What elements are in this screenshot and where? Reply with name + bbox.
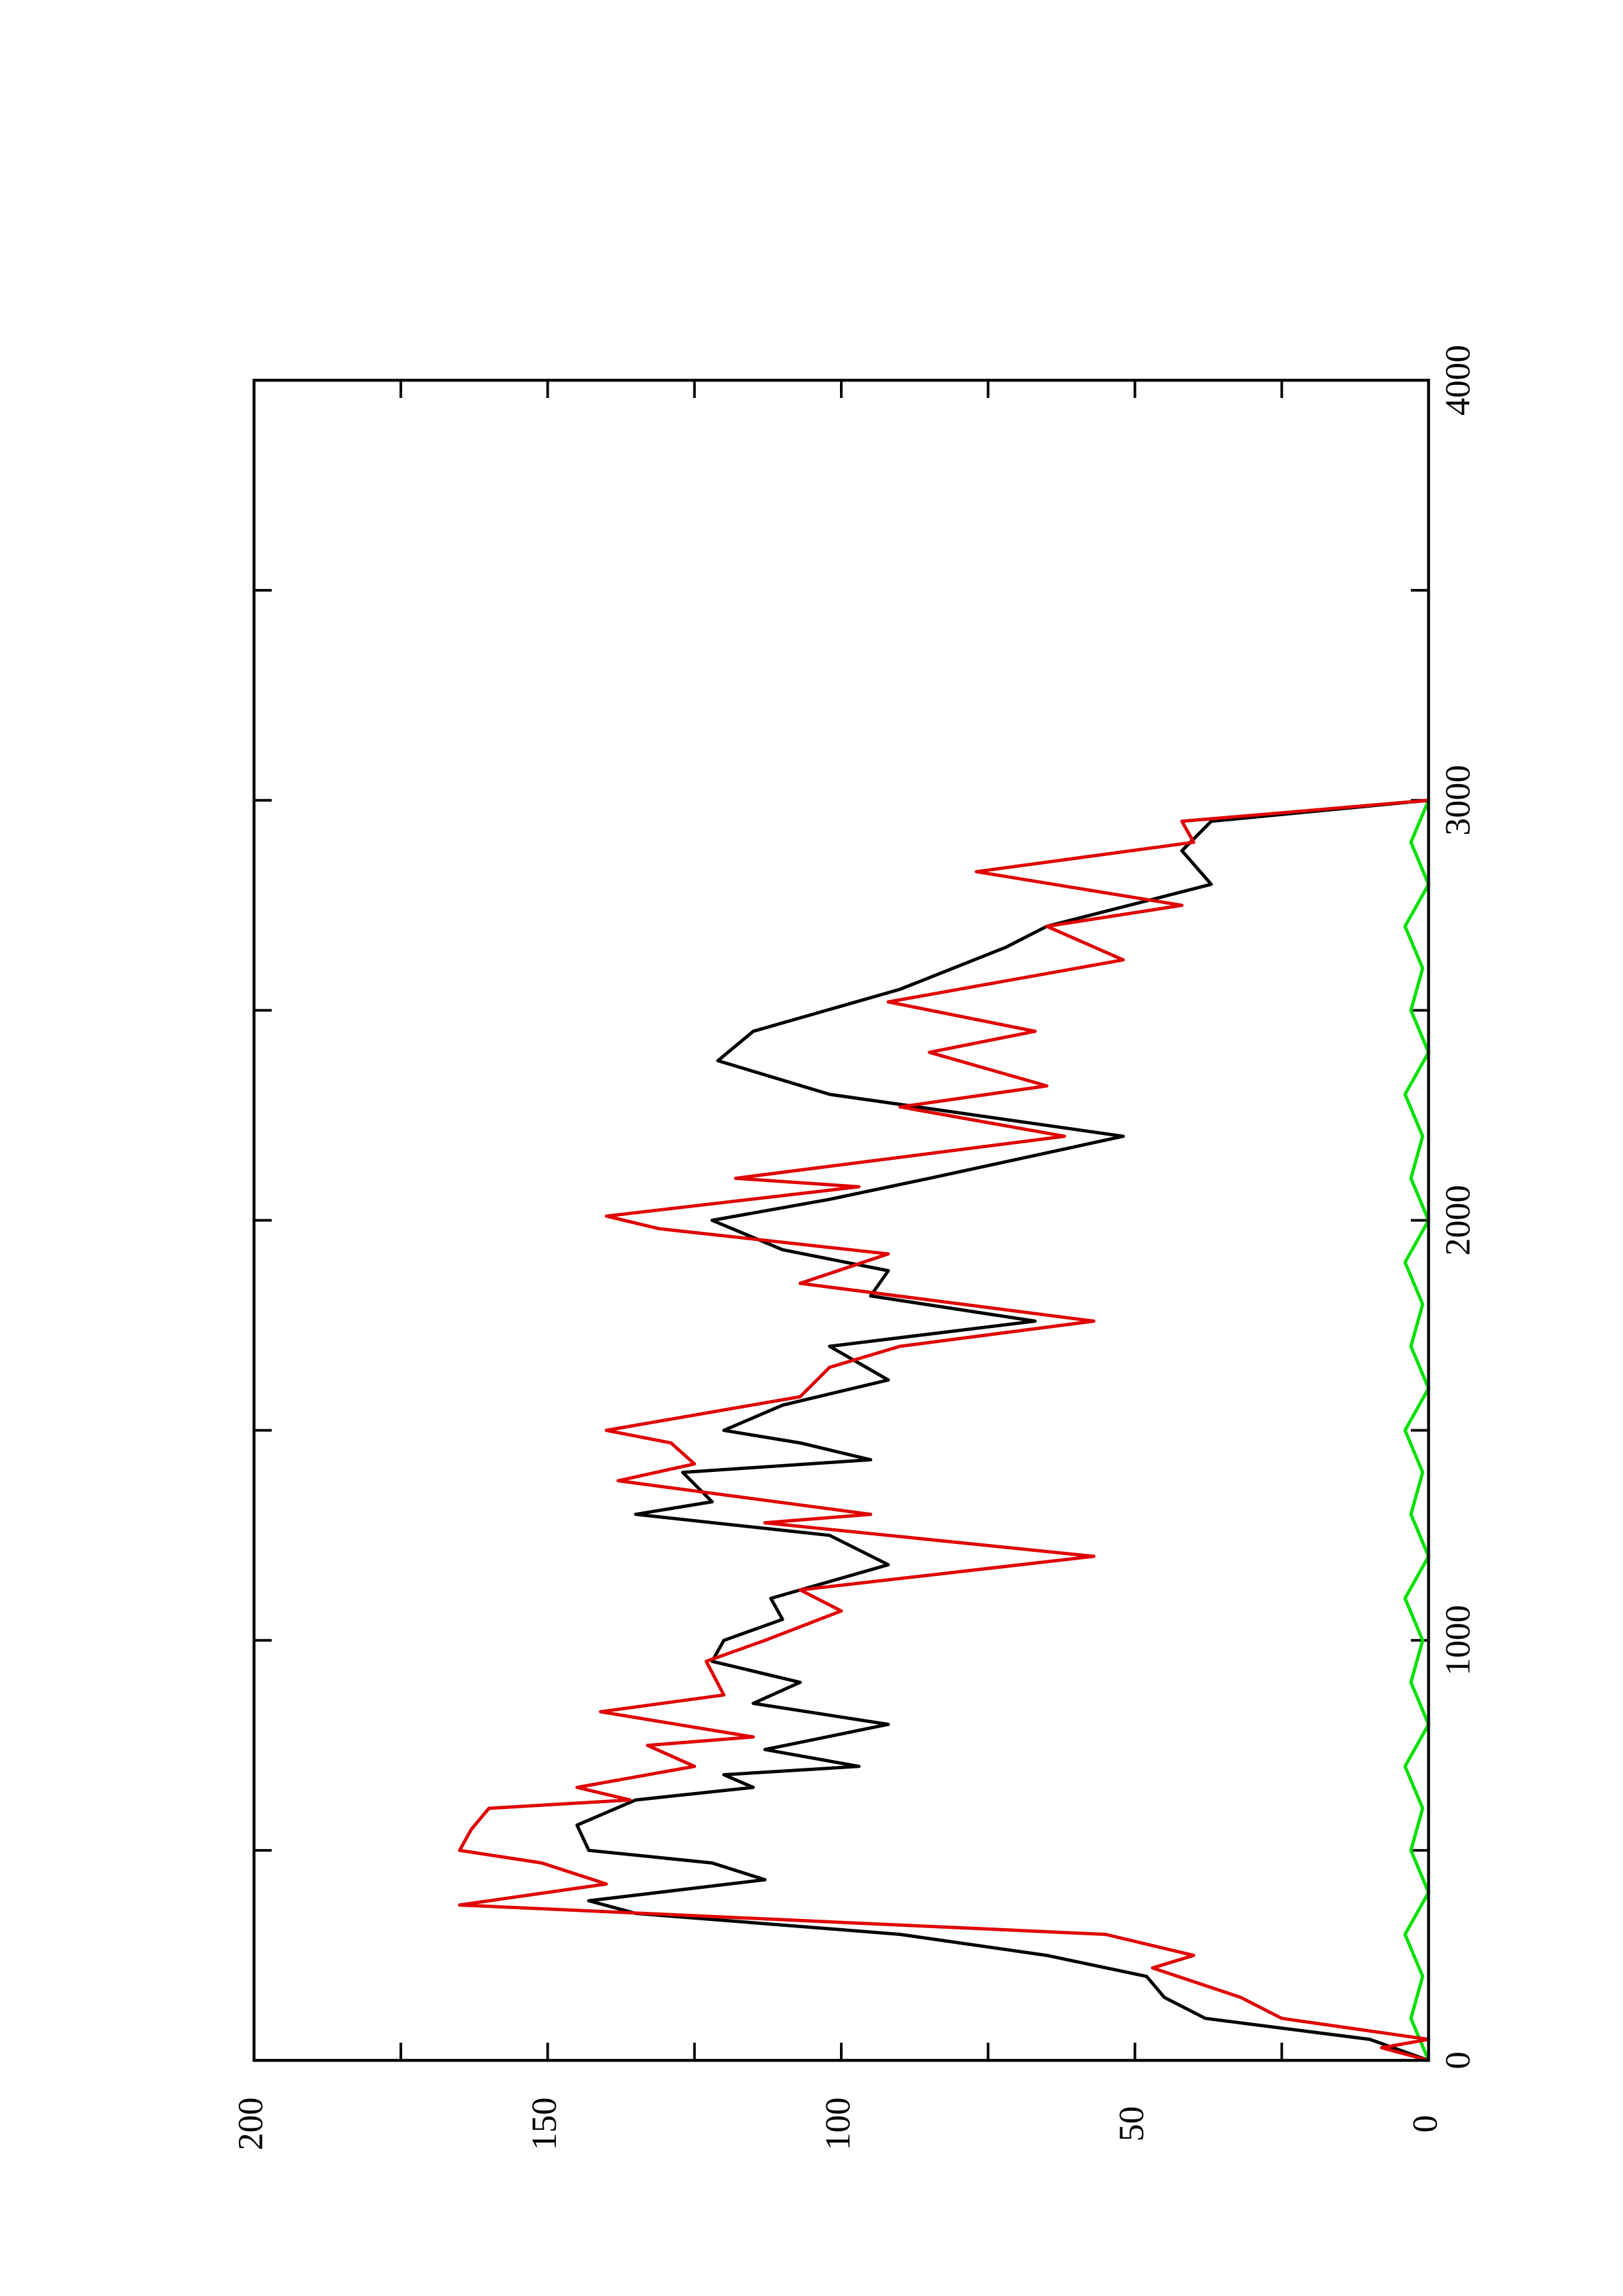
y-tick-label: 100 bbox=[818, 2098, 857, 2151]
y-tick-label: 50 bbox=[1112, 2106, 1151, 2142]
series-line bbox=[458, 798, 1431, 2062]
plot-frame bbox=[252, 378, 1431, 2062]
x-tick-label: 4000 bbox=[1438, 345, 1477, 416]
x-tick-label: 1000 bbox=[1438, 1605, 1477, 1676]
x-tick-label: 3000 bbox=[1438, 765, 1477, 836]
series-line bbox=[1403, 799, 1431, 2061]
y-tick-label: 0 bbox=[1405, 2115, 1444, 2133]
y-tick-label: 150 bbox=[524, 2098, 564, 2151]
y-tick-label: 200 bbox=[230, 2098, 270, 2151]
series-line bbox=[575, 798, 1429, 2062]
x-tick-label: 0 bbox=[1438, 2052, 1477, 2070]
x-tick-label: 2000 bbox=[1438, 1185, 1477, 1256]
